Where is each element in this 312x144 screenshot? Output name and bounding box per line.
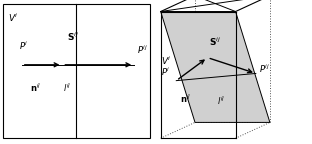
Text: $V^i$: $V^i$ [161,54,171,67]
Text: $P^i$: $P^i$ [19,39,28,52]
Text: $P^{ij}$: $P^{ij}$ [137,44,148,56]
Text: $V^i$: $V^i$ [8,12,18,24]
Text: $\mathbf{S}^{ij}$: $\mathbf{S}^{ij}$ [67,31,79,43]
Text: $\mathbf{S}^{ij}$: $\mathbf{S}^{ij}$ [209,35,221,48]
Polygon shape [161,12,270,122]
Text: $P^{ij}$: $P^{ij}$ [259,63,270,75]
Text: $\mathbf{n}^{ij}$: $\mathbf{n}^{ij}$ [180,92,191,105]
Text: $l^{ij}$: $l^{ij}$ [217,95,226,107]
Text: $l^{ij}$: $l^{ij}$ [63,82,71,94]
Text: $P^i$: $P^i$ [161,66,170,78]
Bar [3,4,150,138]
Text: $\mathbf{n}^{ij}$: $\mathbf{n}^{ij}$ [30,82,41,94]
